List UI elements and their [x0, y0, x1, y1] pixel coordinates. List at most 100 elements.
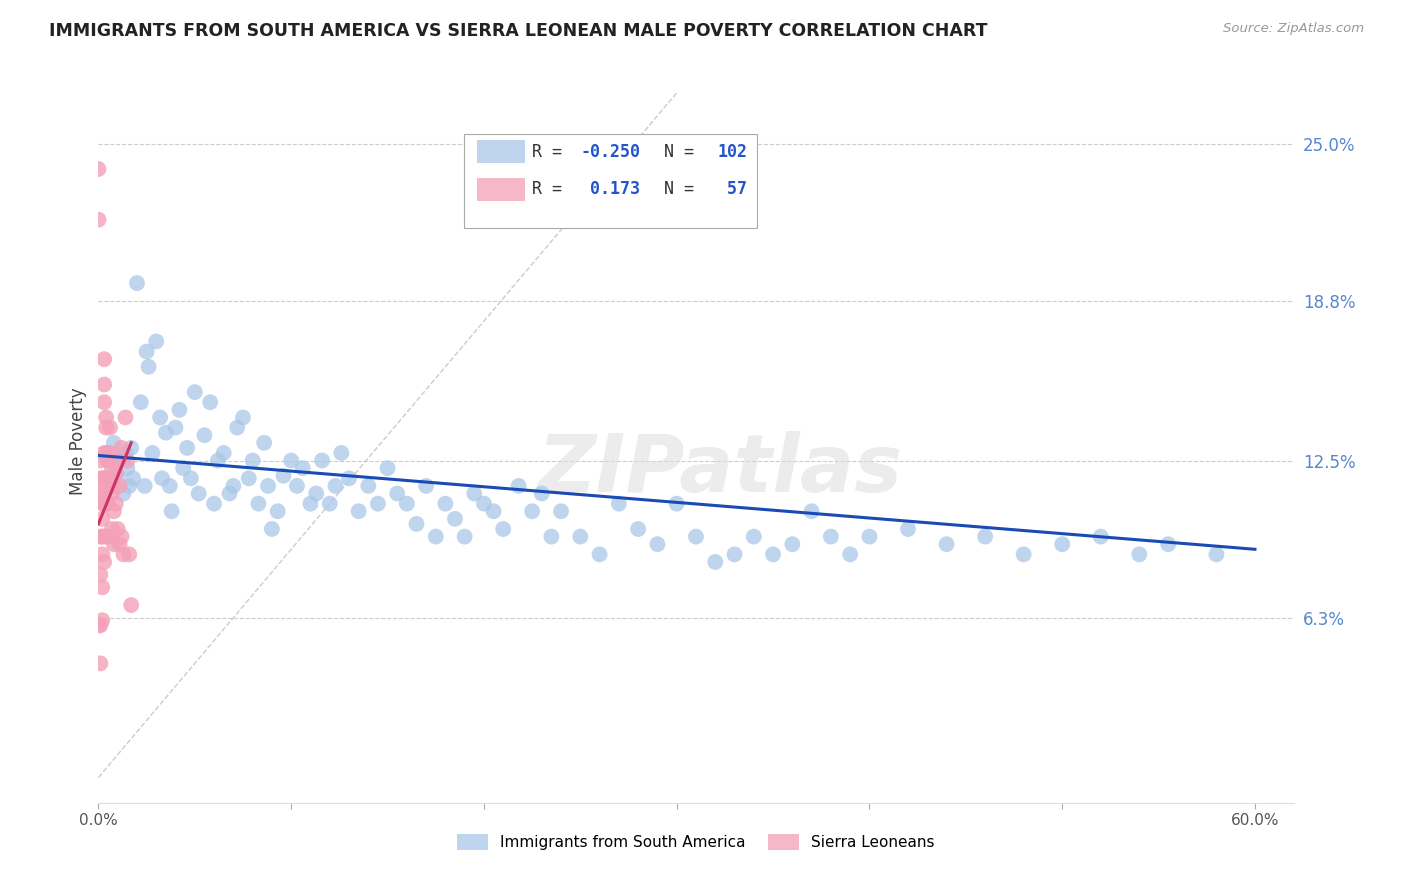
Point	[117, 461, 139, 475]
Point	[93, 446, 115, 460]
Point	[425, 530, 447, 544]
Point	[145, 334, 167, 349]
Point	[94, 446, 117, 460]
Point	[103, 479, 125, 493]
Point	[103, 435, 125, 450]
Point	[325, 479, 347, 493]
Bar	[477, 178, 524, 201]
Point	[897, 522, 920, 536]
Text: N =: N =	[664, 180, 703, 198]
Point	[319, 497, 342, 511]
Point	[129, 395, 152, 409]
Point	[134, 479, 156, 493]
Point	[93, 471, 115, 485]
Point	[267, 504, 290, 518]
Point	[98, 446, 121, 460]
Point	[820, 530, 842, 544]
Point	[858, 530, 880, 544]
Point	[97, 453, 120, 467]
Point	[89, 453, 111, 467]
Point	[91, 580, 114, 594]
Point	[110, 450, 132, 465]
Point	[97, 471, 120, 485]
Point	[87, 161, 110, 176]
Point	[104, 497, 127, 511]
Point	[1128, 547, 1150, 561]
Point	[207, 453, 229, 467]
Point	[93, 555, 115, 569]
Point	[238, 471, 260, 485]
Point	[453, 530, 475, 544]
Point	[169, 402, 191, 417]
Point	[782, 537, 804, 551]
Point	[280, 453, 302, 467]
Point	[472, 497, 495, 511]
Text: 57: 57	[717, 180, 748, 198]
Point	[108, 479, 131, 493]
Point	[118, 479, 141, 493]
Point	[291, 461, 314, 475]
Text: N =: N =	[664, 143, 703, 161]
Point	[114, 410, 136, 425]
Point	[107, 453, 129, 467]
Point	[103, 537, 125, 551]
Point	[202, 497, 225, 511]
Point	[141, 446, 163, 460]
Point	[101, 522, 124, 536]
Point	[357, 479, 380, 493]
Point	[160, 504, 183, 518]
Point	[665, 497, 688, 511]
Point	[155, 425, 177, 440]
Point	[242, 453, 264, 467]
Point	[91, 497, 114, 511]
Point	[367, 497, 389, 511]
Point	[647, 537, 669, 551]
Point	[415, 479, 437, 493]
Point	[520, 504, 543, 518]
Point	[492, 522, 515, 536]
Text: R =: R =	[533, 143, 572, 161]
Point	[530, 486, 553, 500]
Point	[723, 547, 745, 561]
Point	[337, 471, 360, 485]
Point	[260, 522, 283, 536]
Point	[117, 453, 139, 467]
Point	[108, 537, 131, 551]
Point	[405, 516, 427, 531]
Point	[176, 441, 198, 455]
Point	[93, 395, 115, 409]
Point	[89, 618, 111, 632]
Point	[165, 420, 187, 434]
Point	[98, 479, 121, 493]
Legend: Immigrants from South America, Sierra Leoneans: Immigrants from South America, Sierra Le…	[451, 829, 941, 856]
Point	[222, 479, 245, 493]
Text: ZIPatlas: ZIPatlas	[537, 432, 903, 509]
Point	[172, 461, 194, 475]
Point	[89, 657, 111, 671]
Point	[94, 410, 117, 425]
Point	[508, 479, 530, 493]
Point	[107, 468, 129, 483]
Point	[974, 530, 997, 544]
Point	[104, 467, 127, 481]
Point	[114, 446, 136, 460]
Point	[94, 420, 117, 434]
Point	[193, 428, 215, 442]
Point	[1090, 530, 1112, 544]
FancyBboxPatch shape	[464, 135, 756, 228]
Point	[385, 486, 409, 500]
Point	[120, 598, 142, 612]
Point	[935, 537, 957, 551]
Point	[89, 471, 111, 485]
Point	[112, 486, 135, 500]
Point	[118, 547, 141, 561]
Point	[89, 567, 111, 582]
Point	[101, 486, 124, 500]
Point	[463, 486, 485, 500]
Point	[200, 395, 222, 409]
Point	[97, 530, 120, 544]
Point	[253, 435, 276, 450]
Point	[110, 530, 132, 544]
Point	[1012, 547, 1035, 561]
Point	[187, 486, 209, 500]
